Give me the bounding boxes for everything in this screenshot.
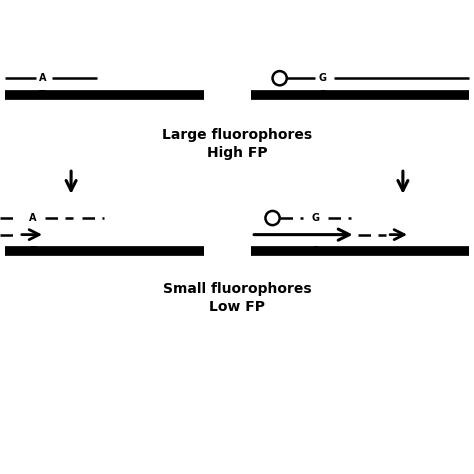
Text: A: A [39, 73, 46, 83]
Text: Low FP: Low FP [209, 300, 265, 314]
Text: Small fluorophores: Small fluorophores [163, 282, 311, 296]
Text: T: T [39, 90, 46, 100]
Text: C: C [311, 246, 319, 256]
Text: High FP: High FP [207, 146, 267, 160]
Text: C: C [319, 90, 326, 100]
Text: Large fluorophores: Large fluorophores [162, 128, 312, 142]
Text: A: A [29, 213, 37, 223]
Text: G: G [311, 213, 319, 223]
Text: G: G [319, 73, 327, 83]
Text: T: T [29, 246, 36, 256]
